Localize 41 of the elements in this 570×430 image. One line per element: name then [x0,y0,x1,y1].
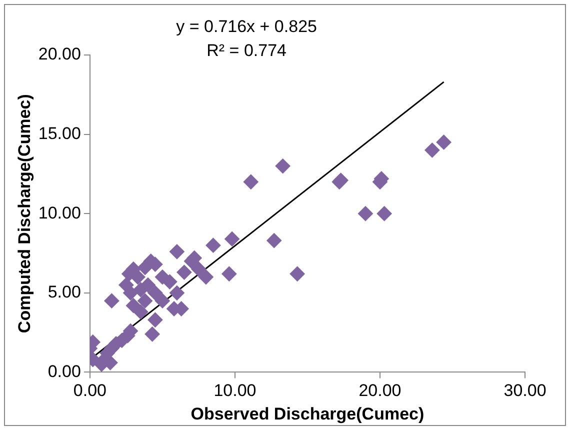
annotation: R² = 0.774 [206,41,286,60]
point [275,158,290,174]
point [243,174,258,190]
y-tick-label: 15.00 [38,124,81,143]
y-axis-title: Computed Discharge(Cumec) [14,94,34,334]
point [144,326,160,342]
x-axis-title: Observed Discharge(Cumec) [190,404,424,424]
point [154,293,170,308]
point [191,262,206,277]
point [358,206,373,222]
y-tick-label: 10.00 [38,203,81,222]
point [224,231,240,246]
point [198,270,214,285]
point [162,274,178,290]
point [290,266,305,282]
point [436,134,452,150]
y-tick-label: 0.00 [48,362,81,381]
point [222,266,237,282]
point [140,277,156,292]
point [130,270,146,285]
text: y = 0.716x + 0.825 [176,17,317,36]
point [376,206,392,222]
point [169,244,184,260]
y-tick-label: 20.00 [38,44,81,64]
point [266,233,282,248]
point [148,312,163,328]
point [206,238,221,253]
point [133,304,148,320]
x-tick-label: 10.00 [214,381,256,400]
x-tick-label: 0.00 [73,381,106,400]
point [148,285,163,300]
point [123,285,138,300]
y-tick-label: 5.00 [48,282,81,302]
x-tick-label: 30.00 [504,381,546,400]
point [138,293,153,308]
point [169,285,184,300]
point [176,264,192,280]
point [424,142,440,158]
point [126,298,141,314]
point [104,293,120,308]
x-tick-label: 20.00 [358,381,402,400]
